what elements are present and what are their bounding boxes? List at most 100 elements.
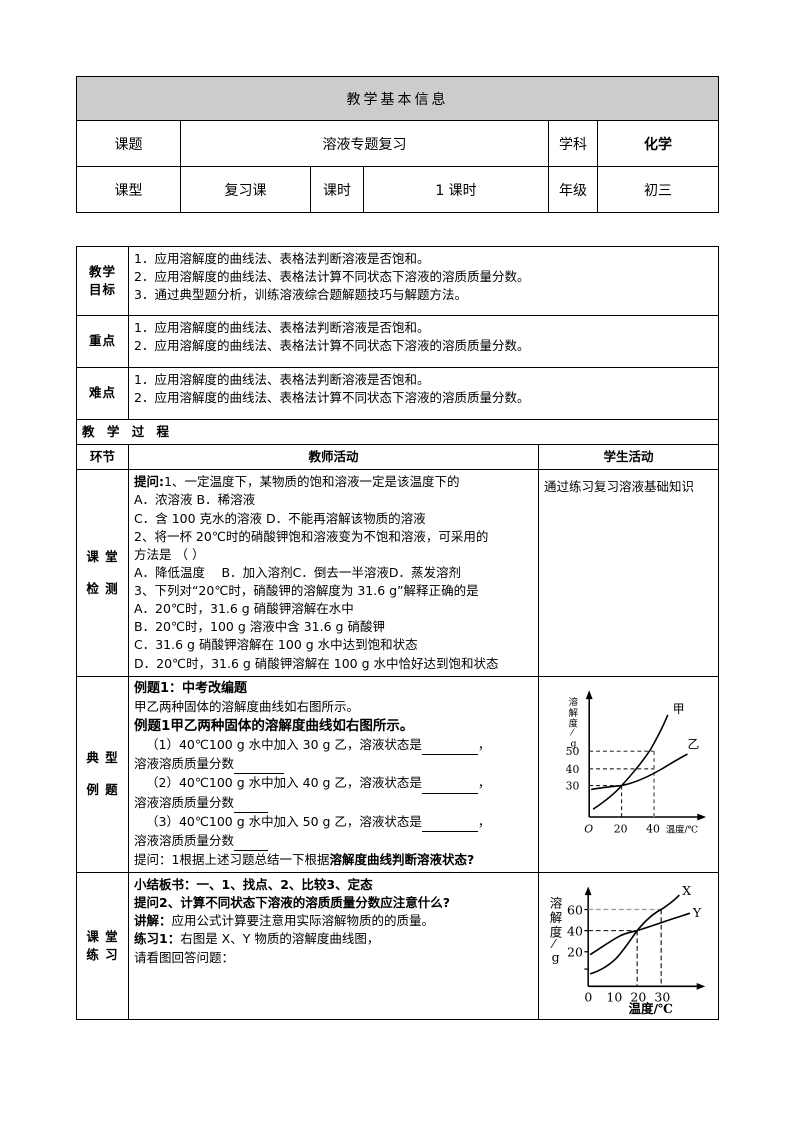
y-axis-label-char: 解 [550, 910, 562, 925]
subject-value: 化学 [596, 120, 720, 167]
curve-jia [592, 714, 669, 810]
x-tick-label-40: 40 [646, 822, 660, 835]
practice-line: 提问2、计算不同状态下溶液的溶质质量分数应注意什么? [134, 894, 533, 912]
test-question-line: A．20℃时，31.6 g 硝酸钾溶解在水中 [134, 601, 354, 617]
answer-blank[interactable] [421, 813, 478, 832]
objectives-label: 教学 目标 [76, 246, 129, 316]
topic-label: 课题 [76, 120, 181, 167]
topic-value: 溶液专题复习 [180, 120, 549, 167]
test-question-line: D．20℃时，31.6 g 硝酸钾溶解在 100 g 水中恰好达到饱和状态 [134, 655, 499, 671]
col-header-teacher: 教师活动 [128, 444, 539, 471]
x-tick-label-10: 10 [606, 990, 622, 1005]
practice-line-bold: 讲解： [134, 913, 172, 929]
example-question-sub: 溶液溶质质量分数 [134, 755, 533, 775]
practice-line: 请看图回答问题： [134, 949, 533, 967]
ask-prefix: 提问: [134, 474, 164, 490]
grade-value: 初三 [596, 166, 720, 213]
x-axis-label: 温度/℃ [666, 823, 698, 835]
classroom-practice-content: 小结板书：一、1、找点、2、比较3、定态 提问2、计算不同状态下溶液的溶质质量分… [128, 872, 539, 1021]
y-axis-label-char: 解 [569, 706, 578, 718]
student-activity-text: 通过练习复习溶液基础知识 [544, 479, 695, 495]
objectives-label-line1: 教学 [88, 263, 116, 279]
classroom-test-label-line1: 课 堂 [86, 548, 119, 564]
practice-line-normal: 右图是 X、Y 物质的溶解度曲线图， [180, 931, 380, 947]
example-question: （1）40℃100 g 水中加入 30 g 乙，溶液状态是 ， [134, 736, 533, 756]
lesson-type-value: 复习课 [180, 166, 311, 213]
example-footer-bold: 溶解度曲线判断溶液状态? [329, 851, 475, 867]
series-label-jia: 甲 [673, 701, 685, 715]
info-row-topic: 课题 溶液专题复习 学科 化学 [76, 120, 720, 167]
difficulties-row: 难点 1．应用溶解度的曲线法、表格法判断溶液是否饱和。 2．应用溶解度的曲线法、… [76, 367, 719, 420]
x-tick-label-20: 20 [614, 822, 628, 835]
test-question-line: A．浓溶液 B．稀溶液 [134, 492, 256, 508]
practice-line-bold: 练习1： [134, 931, 181, 947]
answer-blank[interactable] [234, 832, 269, 851]
test-question-line: 提问:1、一定温度下，某物质的饱和溶液一定是该温度下的 [134, 473, 533, 491]
test-line-text: 1、一定温度下，某物质的饱和溶液一定是该温度下的 [164, 474, 460, 490]
key-points-row: 重点 1．应用溶解度的曲线法、表格法判断溶液是否饱和。 2．应用溶解度的曲线法、… [76, 315, 719, 368]
difficulties-content: 1．应用溶解度的曲线法、表格法判断溶液是否饱和。 2．应用溶解度的曲线法、表格法… [128, 367, 719, 420]
curve-x [589, 894, 680, 975]
classroom-practice-row: 课 堂 练 习 小结板书：一、1、找点、2、比较3、定态 提问2、计算不同状态下… [76, 872, 719, 1021]
x-tick-label-20: 20 [630, 990, 646, 1005]
x-tick-label-30: 30 [654, 990, 670, 1005]
y-axis-label-char: 溶 [569, 696, 578, 708]
example-question-text: （1）40℃100 g 水中加入 30 g 乙，溶液状态是 [146, 737, 422, 753]
basic-info-header: 教学基本信息 [75, 76, 720, 121]
y-axis-label-slash: ⁄ [570, 727, 576, 738]
x-axis-arrow [696, 983, 706, 990]
answer-blank[interactable] [421, 774, 478, 794]
example-footer-normal: 提问：1根据上述习题总结一下根据 [134, 851, 330, 867]
objectives-row: 教学 目标 1．应用溶解度的曲线法、表格法判断溶液是否饱和。 2．应用溶解度的曲… [76, 246, 719, 316]
example-question: （3）40℃100 g 水中加入 50 g 乙，溶液状态是 ， [134, 813, 533, 832]
series-label-y: Y [692, 905, 702, 920]
objective-item: 1．应用溶解度的曲线法、表格法判断溶液是否饱和。 [134, 251, 430, 266]
answer-blank[interactable] [234, 755, 285, 775]
answer-blank[interactable] [421, 736, 478, 756]
y-axis-label-char: 溶 [550, 896, 563, 911]
y-axis-label-unit: g [552, 949, 560, 964]
process-column-header-row: 环节 教师活动 学生活动 [76, 444, 719, 471]
chart-solubility-xy: 溶 解 度 ⁄ g [544, 876, 713, 1016]
answer-blank[interactable] [234, 794, 269, 813]
y-axis-arrow [584, 886, 592, 896]
info-row-type: 课型 复习课 课时 1 课时 年级 初三 [76, 166, 720, 213]
test-question-line: C．含 100 克水的溶液 D．不能再溶解该物质的溶液 [134, 510, 426, 526]
example-prompt: 例题1甲乙两种固体的溶解度曲线如右图所示。 [134, 717, 533, 737]
test-question-line: B．20℃时，100 g 溶液中含 31.6 g 硝酸钾 [134, 619, 385, 635]
curve-yi [591, 753, 688, 790]
series-label-x: X [682, 883, 691, 898]
curve-y [589, 912, 691, 956]
basic-info-table: 教学基本信息 课题 溶液专题复习 学科 化学 课型 复习课 课时 1 课时 年级… [75, 76, 720, 213]
example-question-sub-text: 溶液溶质质量分数 [134, 794, 235, 810]
grade-label: 年级 [548, 166, 598, 213]
series-label-yi: 乙 [687, 737, 699, 751]
key-points-content: 1．应用溶解度的曲线法、表格法判断溶液是否饱和。 2．应用溶解度的曲线法、表格法… [128, 315, 719, 368]
practice-line-normal: 请看图回答问题： [134, 949, 235, 965]
solubility-curve-jiayi-svg: 溶 解 度 ⁄ g 50 40 30 [566, 689, 707, 835]
practice-line-normal: 应用公式计算要注意用实际溶解物质的的质量。 [171, 913, 435, 929]
key-point-item: 1．应用溶解度的曲线法、表格法判断溶液是否饱和。 [134, 320, 430, 335]
x-tick-label-0: 0 [584, 990, 592, 1005]
typical-example-row: 典 型 例 题 例题1：中考改编题 甲乙两种固体的溶解度曲线如右图所示。 例题1… [76, 675, 719, 874]
practice-line-bold: 提问2、计算不同状态下溶液的溶质质量分数应注意什么? [134, 895, 450, 911]
chart-cell-xy: 溶 解 度 ⁄ g [538, 872, 719, 1021]
typical-example-label-line2: 例 题 [86, 782, 119, 798]
classroom-test-row: 课 堂 检 测 提问:1、一定温度下，某物质的饱和溶液一定是该温度下的 A．浓溶… [76, 469, 719, 677]
chart-cell-jiayi: 溶 解 度 ⁄ g 50 40 30 [538, 675, 719, 874]
example-title: 例题1：中考改编题 [134, 680, 248, 696]
classroom-test-teacher-activity: 提问:1、一定温度下，某物质的饱和溶液一定是该温度下的 A．浓溶液 B．稀溶液 … [128, 469, 539, 677]
col-header-stage: 环节 [76, 444, 129, 471]
example-question-sub-text: 溶液溶质质量分数 [134, 756, 235, 772]
period-label: 课时 [310, 166, 364, 213]
chart-solubility-jiayi: 溶 解 度 ⁄ g 50 40 30 [544, 680, 713, 844]
key-points-label: 重点 [76, 315, 129, 368]
test-question-line: 方法是 （ ） [134, 546, 205, 562]
y-tick-label-20: 20 [567, 945, 583, 960]
classroom-practice-label-line2: 练 习 [86, 947, 119, 963]
example-question-sub: 溶液溶质质量分数 [134, 794, 533, 813]
classroom-practice-label: 课 堂 练 习 [76, 872, 129, 1021]
lesson-type-label: 课型 [76, 166, 181, 213]
y-axis-label-unit: g [571, 738, 577, 749]
